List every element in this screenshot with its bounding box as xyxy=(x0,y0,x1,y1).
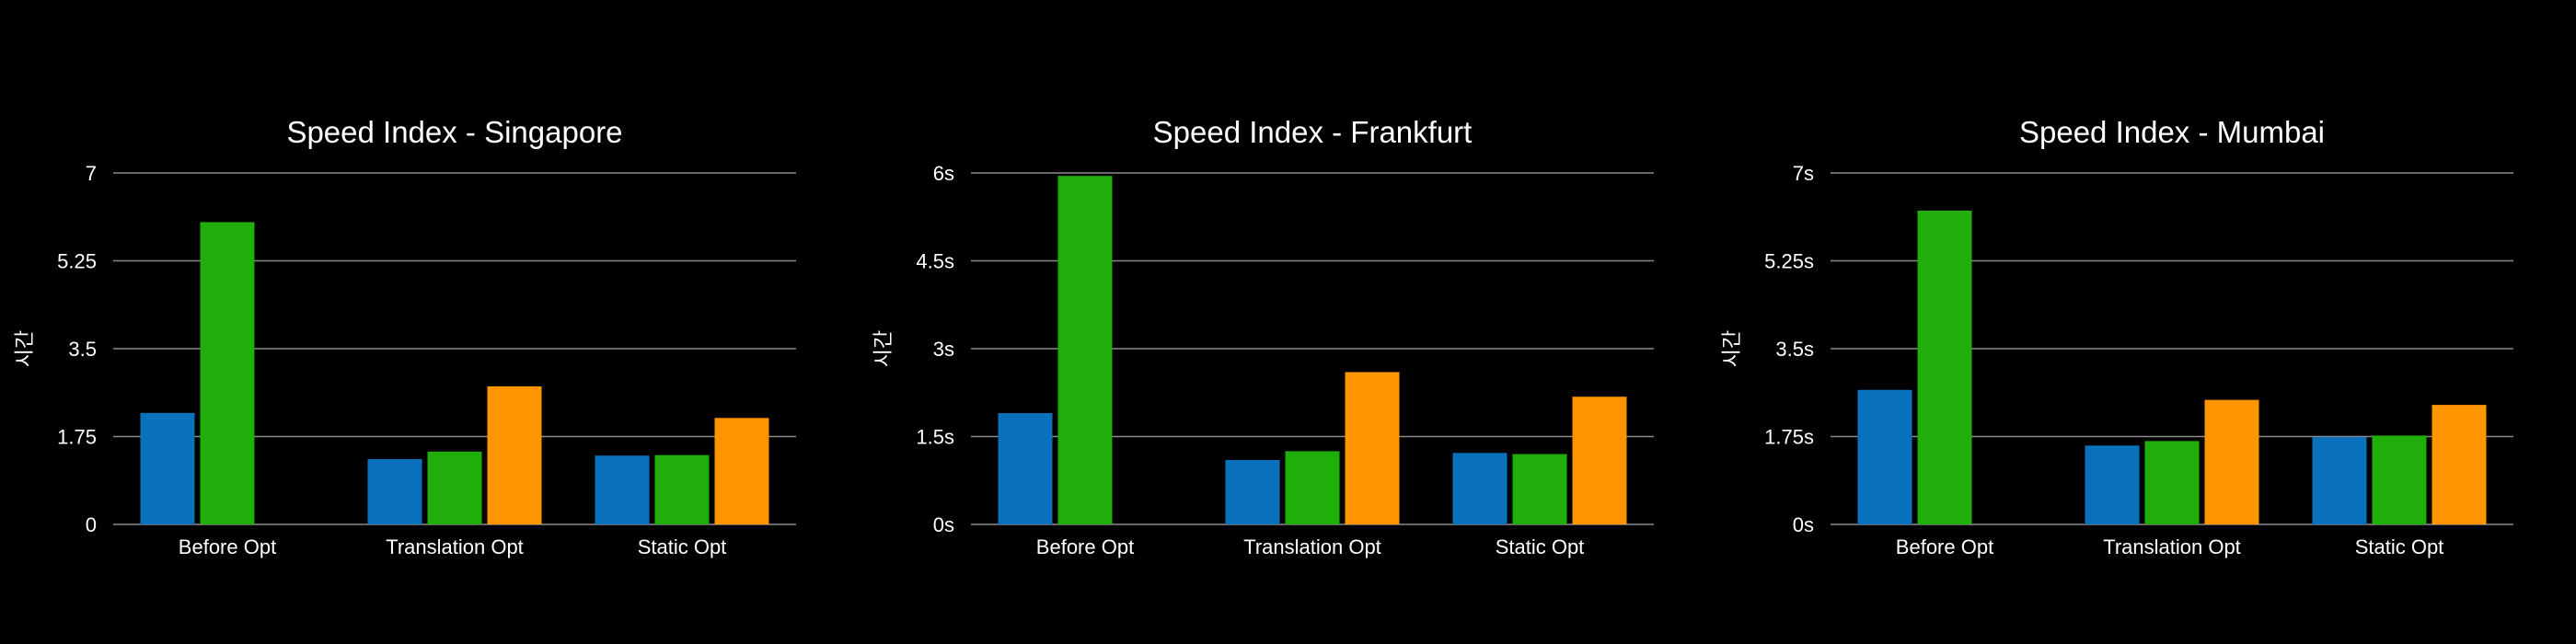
y-axis-title: 시간 xyxy=(1721,330,1744,367)
bar xyxy=(654,454,710,524)
bar xyxy=(487,385,542,524)
chart-panel: Speed Index - Mumbai 0s 1.75s 3.5s 5.25s 7s 시간… xyxy=(1721,115,2513,558)
chart-title: Speed Index - Mumbai xyxy=(2019,115,2325,149)
y-tick-label: 1.75 xyxy=(57,426,97,449)
bar xyxy=(367,459,422,524)
bar xyxy=(714,418,769,524)
bar xyxy=(1285,451,1340,524)
y-axis-title: 시간 xyxy=(14,330,37,367)
y-tick-label: 5.25 xyxy=(57,250,97,273)
bar xyxy=(2312,437,2367,524)
y-tick-label: 1.75s xyxy=(1764,426,1814,449)
x-category-label: Static Opt xyxy=(638,535,727,558)
y-tick-label: 7s xyxy=(1793,162,1814,185)
y-tick-label: 6s xyxy=(933,162,954,185)
x-category-label: Translation Opt xyxy=(1243,535,1381,558)
y-tick-label: 0s xyxy=(1793,513,1814,536)
bar xyxy=(1917,210,1972,524)
chart-panel: Speed Index - Frankfurt 0s 1.5s 3s 4.5s 6s 시간 B… xyxy=(872,115,1654,558)
y-tick-label: 5.25s xyxy=(1764,250,1814,273)
x-category-label: Static Opt xyxy=(2355,535,2444,558)
y-tick-label: 4.5s xyxy=(916,250,954,273)
y-tick-label: 3s xyxy=(933,338,954,361)
bar xyxy=(1057,176,1113,524)
bar xyxy=(1857,389,1912,524)
y-tick-label: 3.5 xyxy=(68,338,97,361)
bar xyxy=(427,451,482,524)
x-category-label: Before Opt xyxy=(1036,535,1134,558)
bar xyxy=(595,455,650,524)
bar xyxy=(2204,399,2259,524)
chart-title: Speed Index - Frankfurt xyxy=(1153,115,1473,149)
y-tick-label: 0 xyxy=(86,513,97,536)
y-axis-title: 시간 xyxy=(872,330,895,367)
bar xyxy=(200,222,255,525)
bar xyxy=(2372,435,2427,524)
bar xyxy=(998,413,1053,524)
x-category-label: Translation Opt xyxy=(2103,535,2241,558)
bar xyxy=(1512,454,1567,524)
y-tick-label: 0s xyxy=(933,513,954,536)
chart-panel: Speed Index - Singapore 0 1.75 3.5 5.25 7 시간 Be… xyxy=(14,115,796,558)
bar xyxy=(1452,453,1507,524)
bar xyxy=(1572,397,1627,524)
y-tick-label: 3.5s xyxy=(1775,338,1814,361)
y-tick-label: 1.5s xyxy=(916,426,954,449)
x-category-label: Static Opt xyxy=(1496,535,1585,558)
bar xyxy=(2085,445,2140,524)
bar xyxy=(2432,405,2487,524)
bar xyxy=(1225,459,1280,524)
x-category-label: Before Opt xyxy=(179,535,276,558)
bar xyxy=(1345,372,1400,524)
bar xyxy=(140,412,195,524)
x-category-label: Translation Opt xyxy=(386,535,524,558)
bar xyxy=(2144,441,2200,524)
x-category-label: Before Opt xyxy=(1896,535,1993,558)
chart-title: Speed Index - Singapore xyxy=(286,115,622,149)
y-tick-label: 7 xyxy=(86,162,97,185)
